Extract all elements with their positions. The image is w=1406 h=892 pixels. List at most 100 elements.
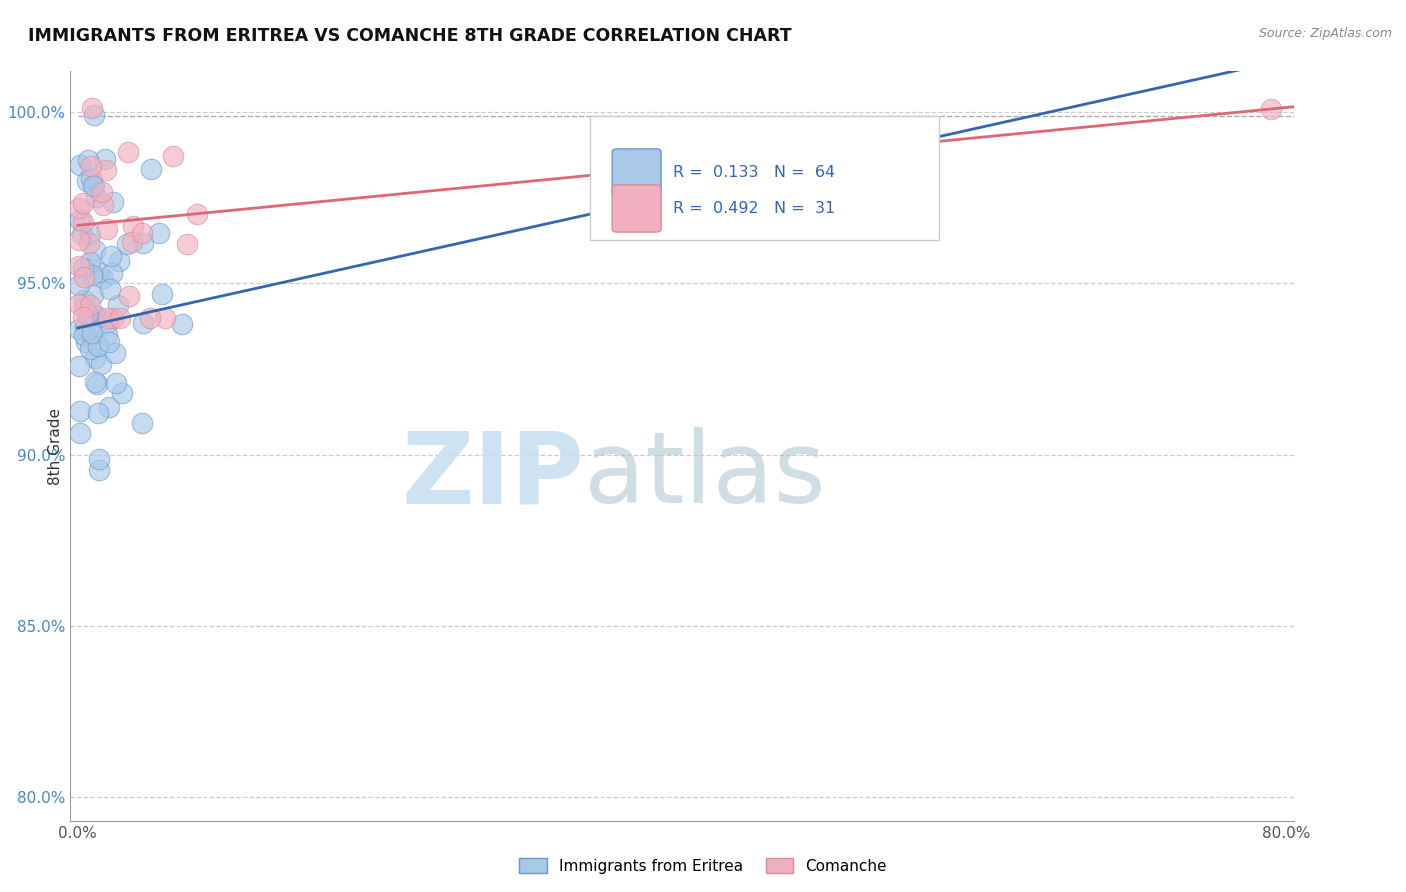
Point <box>186 207 208 221</box>
Point <box>94 163 117 178</box>
Point <box>117 145 139 159</box>
Point <box>97 401 120 415</box>
Point <box>73 293 96 308</box>
Point <box>80 101 103 115</box>
Point <box>98 282 121 296</box>
Point <box>101 310 124 325</box>
Point <box>73 270 96 285</box>
Point <box>72 196 94 211</box>
Point <box>79 170 101 185</box>
FancyBboxPatch shape <box>591 116 939 240</box>
Point <box>70 227 93 241</box>
Point <box>111 385 134 400</box>
Point <box>79 227 101 242</box>
Point <box>77 309 100 323</box>
Point <box>86 376 108 391</box>
Point <box>122 219 145 233</box>
Point <box>67 233 90 247</box>
Point <box>79 235 101 250</box>
Point <box>87 463 110 477</box>
Point <box>131 226 153 240</box>
Point <box>87 406 110 420</box>
Text: IMMIGRANTS FROM ERITREA VS COMANCHE 8TH GRADE CORRELATION CHART: IMMIGRANTS FROM ERITREA VS COMANCHE 8TH … <box>28 27 792 45</box>
Point <box>148 226 170 240</box>
Point <box>103 346 125 360</box>
Point <box>118 289 141 303</box>
Point <box>69 426 91 441</box>
Point <box>91 197 114 211</box>
Point <box>79 298 101 312</box>
Point <box>86 309 108 323</box>
Point <box>101 195 124 210</box>
Text: Source: ZipAtlas.com: Source: ZipAtlas.com <box>1258 27 1392 40</box>
Text: R =  0.133   N =  64: R = 0.133 N = 64 <box>673 165 835 180</box>
Text: R =  0.492   N =  31: R = 0.492 N = 31 <box>673 201 835 216</box>
Point <box>67 277 90 292</box>
FancyBboxPatch shape <box>612 185 661 232</box>
Point <box>69 404 91 418</box>
Point <box>80 159 103 173</box>
Point <box>89 452 111 467</box>
Point <box>100 249 122 263</box>
Point <box>84 351 107 366</box>
Point <box>76 174 98 188</box>
Point <box>96 327 118 342</box>
Point <box>79 342 101 356</box>
Point <box>108 253 131 268</box>
Point <box>87 265 110 279</box>
Point <box>121 235 143 249</box>
Point <box>72 310 94 324</box>
Text: ZIP: ZIP <box>401 427 583 524</box>
Point <box>82 179 104 194</box>
Text: atlas: atlas <box>583 427 825 524</box>
Point <box>73 328 96 343</box>
Point <box>80 327 103 342</box>
Point <box>94 152 117 166</box>
Point <box>90 185 112 199</box>
Point <box>91 271 114 285</box>
Point <box>83 178 105 192</box>
Point <box>77 153 100 167</box>
Point <box>75 335 97 350</box>
Point <box>83 309 105 323</box>
Point <box>90 357 112 371</box>
Point <box>97 315 120 329</box>
Point <box>73 301 96 316</box>
Point <box>72 261 94 276</box>
Point <box>152 286 174 301</box>
Point <box>79 254 101 268</box>
Point <box>98 334 121 349</box>
Point <box>84 189 107 203</box>
Point <box>67 322 90 336</box>
Point <box>67 359 90 373</box>
Point <box>153 310 176 325</box>
Point <box>104 376 127 390</box>
Point <box>72 215 94 229</box>
Point <box>84 244 107 258</box>
Y-axis label: 8th Grade: 8th Grade <box>48 408 63 484</box>
Point <box>101 266 124 280</box>
Point <box>131 416 153 430</box>
Point <box>82 326 104 340</box>
Point <box>69 213 91 227</box>
Legend: Immigrants from Eritrea, Comanche: Immigrants from Eritrea, Comanche <box>513 852 893 880</box>
Point <box>162 149 184 163</box>
Point <box>69 158 91 172</box>
Point <box>82 287 104 301</box>
Point <box>83 107 105 121</box>
Point <box>139 310 162 325</box>
Point <box>67 260 90 274</box>
Point <box>170 317 193 331</box>
Point <box>132 316 155 330</box>
Point <box>82 268 104 282</box>
Point <box>107 298 129 312</box>
Point <box>117 237 139 252</box>
Point <box>139 162 162 177</box>
Point <box>176 237 198 252</box>
Point <box>1260 102 1282 116</box>
Point <box>97 310 120 325</box>
Point <box>67 201 90 215</box>
Point <box>87 339 110 353</box>
Point <box>73 319 96 334</box>
Point <box>76 307 98 321</box>
